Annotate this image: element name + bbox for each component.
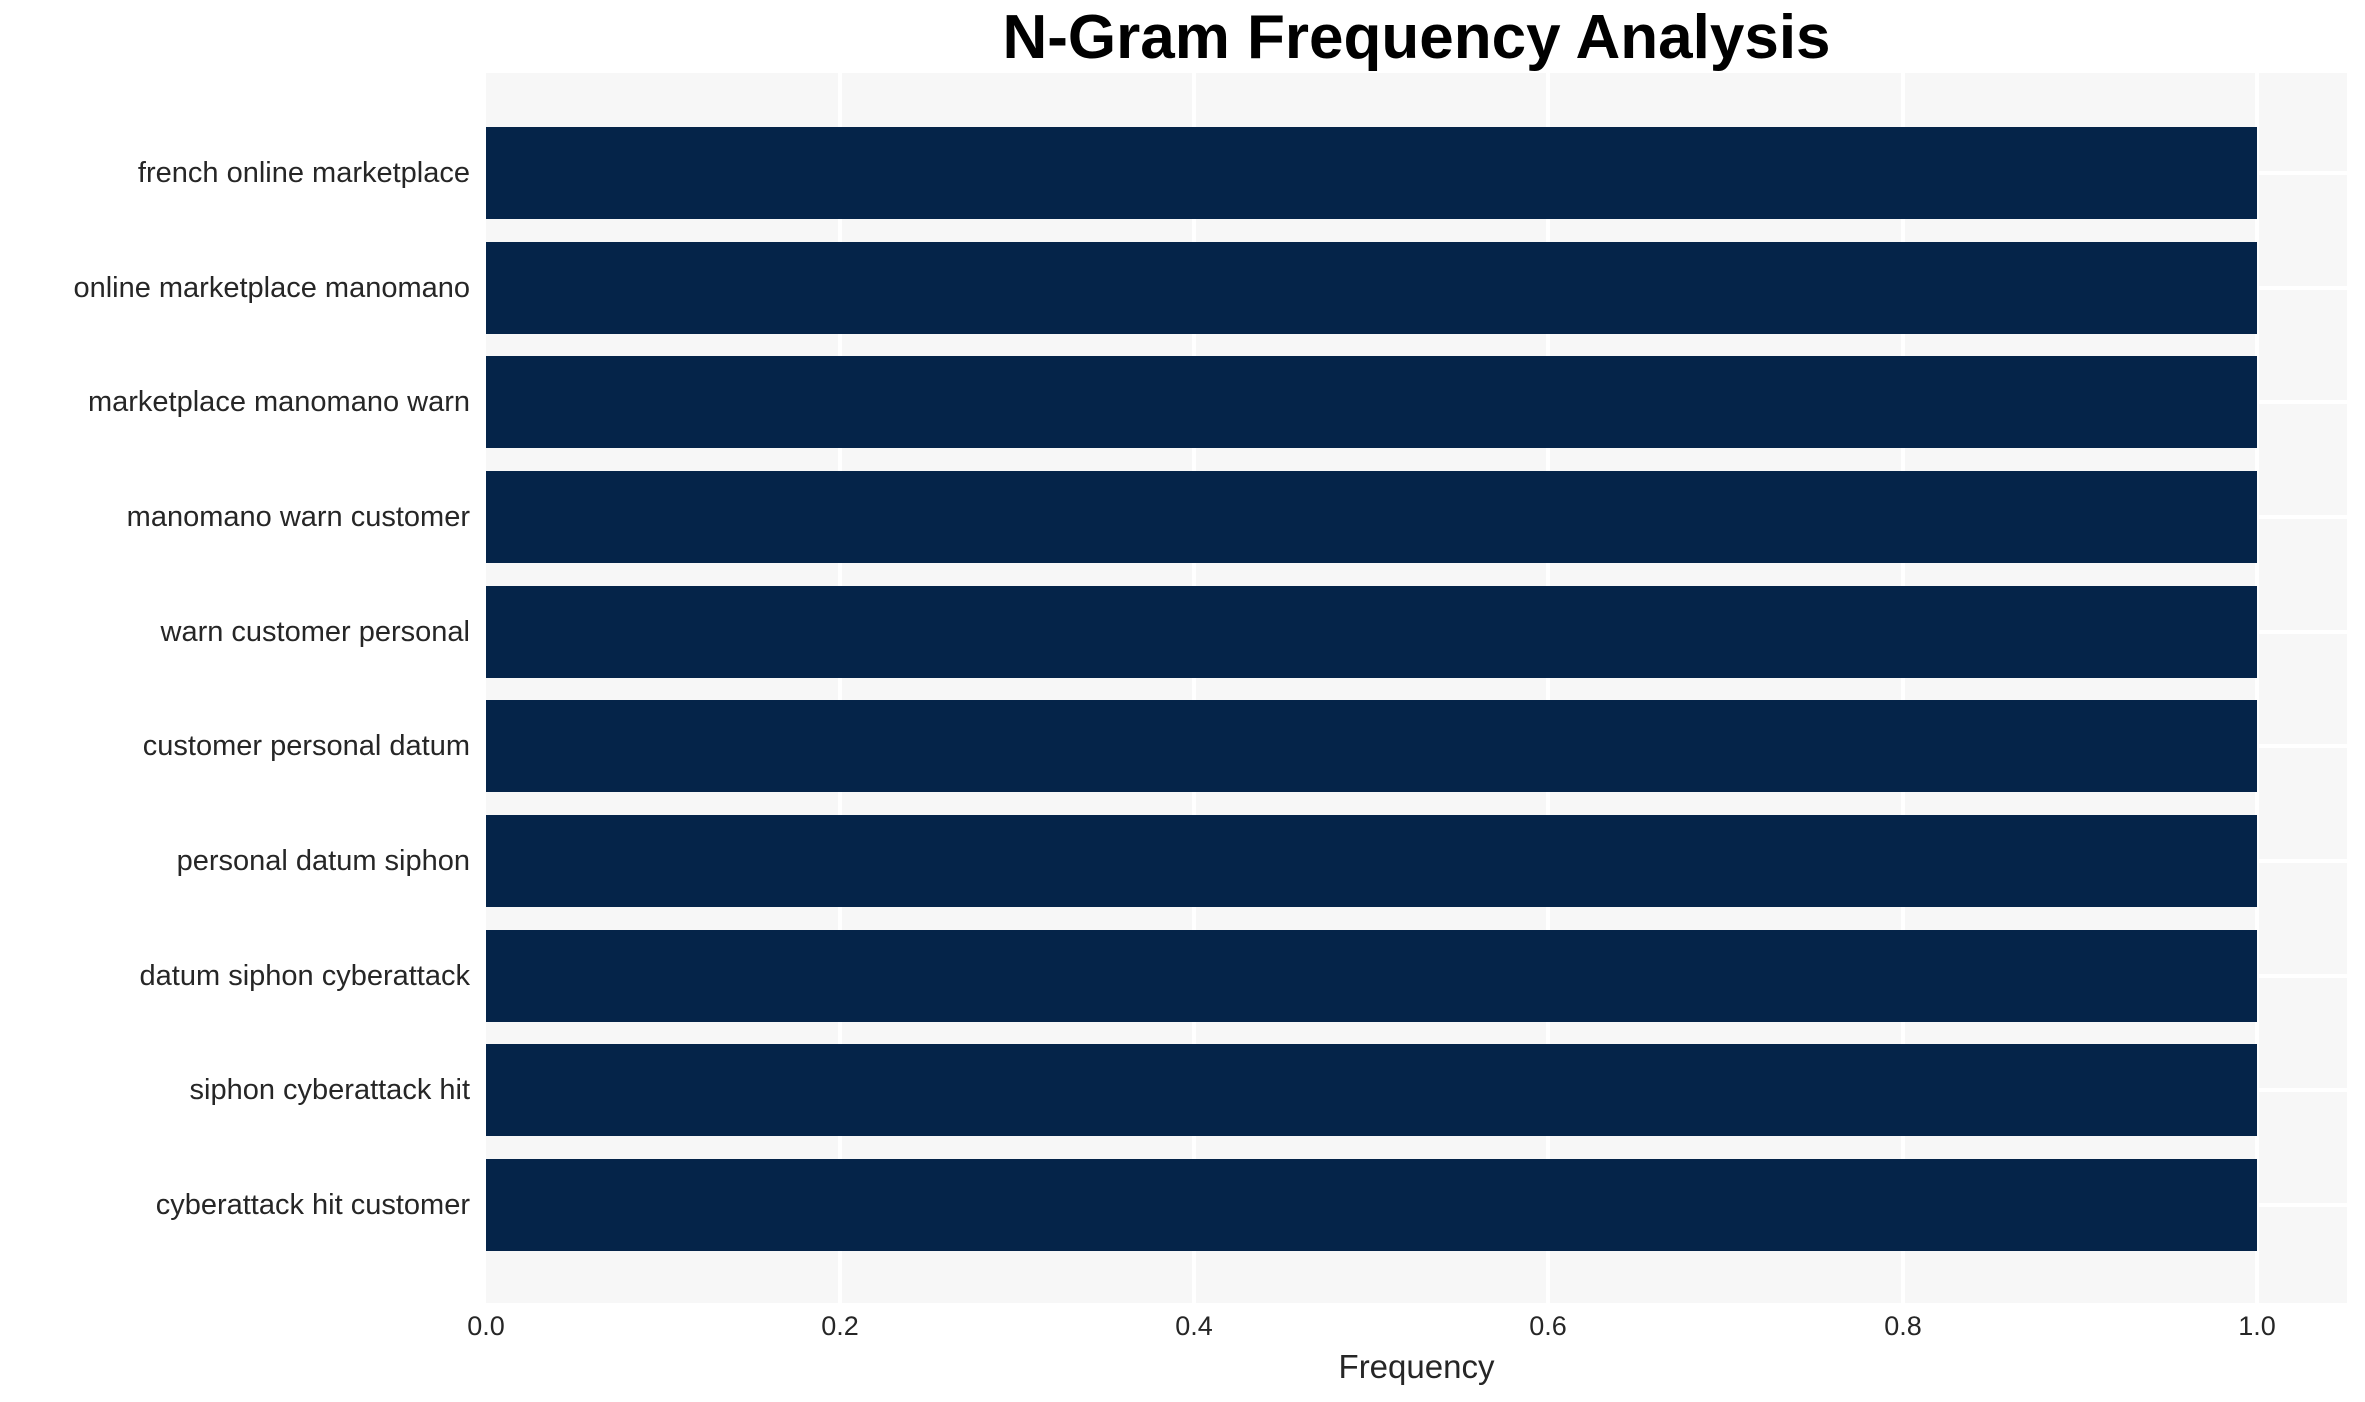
x-axis-title: Frequency (1338, 1348, 1495, 1385)
x-tick-label: 0.8 (1884, 1311, 1922, 1341)
x-gridline (2255, 73, 2259, 1303)
y-tick-label: warn customer personal (160, 616, 470, 648)
y-tick-label: siphon cyberattack hit (189, 1074, 470, 1106)
chart-title: N-Gram Frequency Analysis (1002, 3, 1831, 72)
x-tick-label: 0.6 (1529, 1311, 1567, 1341)
y-tick-label: datum siphon cyberattack (139, 960, 470, 992)
x-tick-label: 1.0 (2238, 1311, 2276, 1341)
bar (486, 1159, 2257, 1251)
plot-area (486, 73, 2347, 1303)
x-tick-label: 0.4 (1175, 1311, 1213, 1341)
y-tick-label: manomano warn customer (126, 501, 470, 533)
bar (486, 356, 2257, 448)
x-gridline (1192, 73, 1196, 1303)
bar (486, 1044, 2257, 1136)
x-tick-label: 0.2 (821, 1311, 859, 1341)
bar (486, 930, 2257, 1022)
x-gridline (1546, 73, 1550, 1303)
y-tick-label: cyberattack hit customer (155, 1189, 470, 1221)
bar (486, 700, 2257, 792)
y-tick-label: customer personal datum (142, 730, 470, 762)
y-tick-label: marketplace manomano warn (87, 386, 470, 418)
y-tick-label: personal datum siphon (176, 845, 470, 877)
bar (486, 586, 2257, 678)
bar (486, 127, 2257, 219)
y-tick-label: french online marketplace (137, 157, 470, 189)
bar (486, 242, 2257, 334)
bar (486, 815, 2257, 907)
x-gridline (838, 73, 842, 1303)
bar (486, 471, 2257, 563)
y-tick-label: online marketplace manomano (73, 272, 470, 304)
x-tick-label: 0.0 (467, 1311, 505, 1341)
x-gridline (1901, 73, 1905, 1303)
